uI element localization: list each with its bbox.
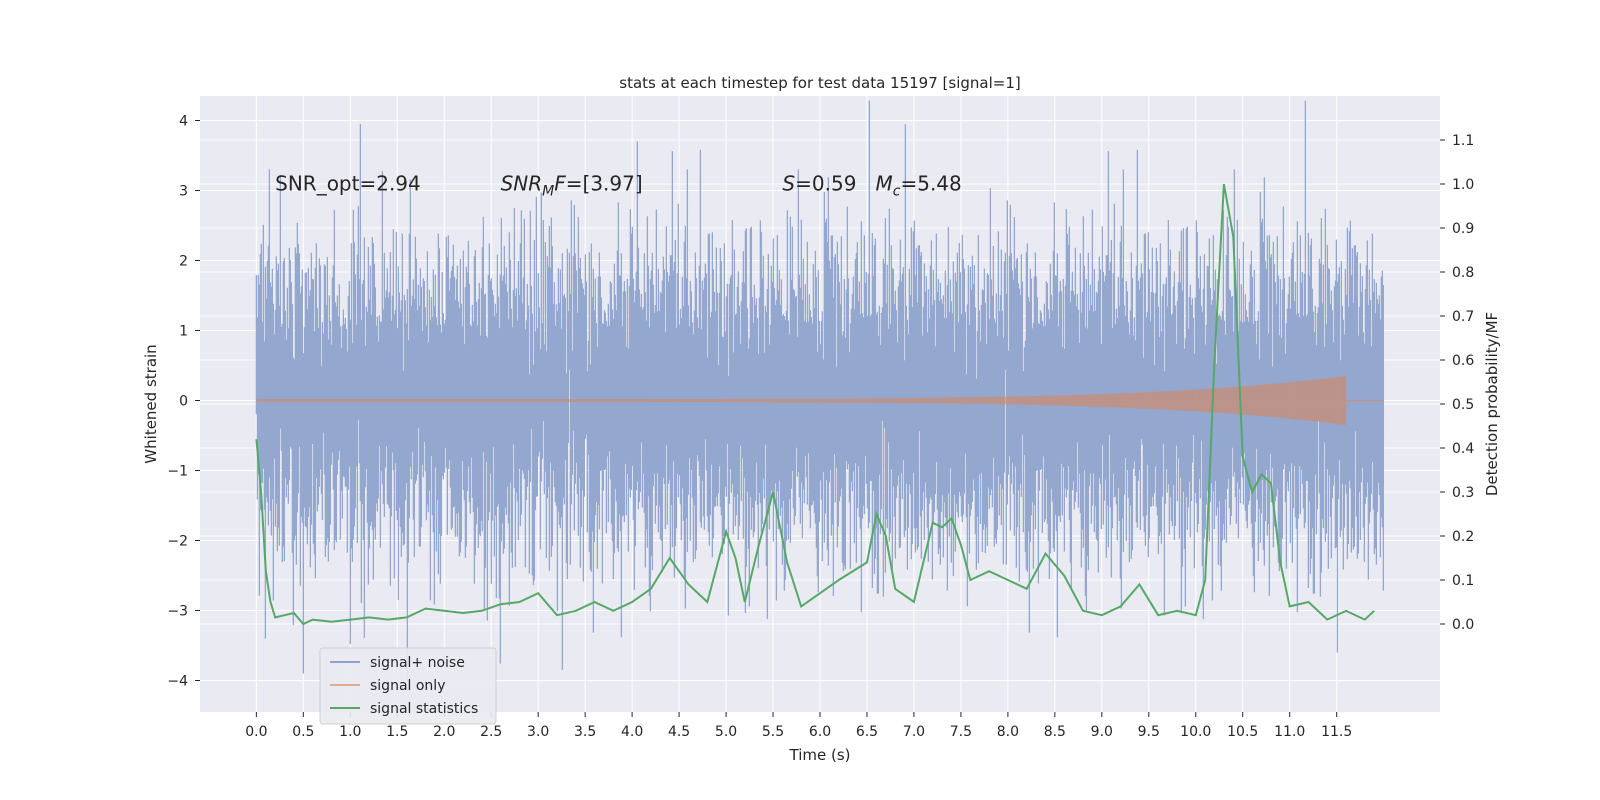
y-tick-label: −3 [167, 604, 188, 620]
x-tick-label: 6.5 [856, 724, 878, 740]
x-tick-label: 4.5 [668, 724, 690, 740]
y2-tick-label: 1.0 [1452, 177, 1474, 193]
legend-label-signal: signal only [370, 678, 445, 694]
annotation-snr-mf: SNRMF=[3.97] [501, 172, 643, 200]
y-tick-label: 0 [179, 394, 188, 410]
y-tick-label: −4 [167, 674, 188, 690]
y-tick-label: −1 [167, 464, 188, 480]
annotation-s-mc: S=0.59 Mc=5.48 [782, 172, 961, 200]
x-tick-label: 11.5 [1321, 724, 1352, 740]
y2-axis-ticks: 0.0 0.1 0.2 0.3 0.4 0.5 0.6 0.7 0.8 0.9 1.0 1.1 [1440, 133, 1474, 633]
x-tick-label: 1.0 [339, 724, 361, 740]
y2-tick-label: 0.8 [1452, 265, 1474, 281]
x-tick-label: 0.5 [292, 724, 314, 740]
y-tick-label: −2 [167, 534, 188, 550]
x-tick-label: 2.5 [480, 724, 502, 740]
legend-label-noise: signal+ noise [370, 655, 465, 671]
legend-label-statistic: signal statistics [370, 701, 478, 717]
y2-tick-label: 0.2 [1452, 529, 1474, 545]
y2-tick-label: 0.6 [1452, 353, 1474, 369]
y-tick-label: 1 [179, 324, 188, 340]
legend-box [319, 647, 497, 725]
y2-axis-label: Detection probability/MF [1483, 312, 1501, 496]
series-signal-only [256, 376, 1347, 425]
x-tick-label: 0.0 [245, 724, 267, 740]
x-tick-label: 7.0 [903, 724, 925, 740]
chart-title: stats at each timestep for test data 151… [619, 74, 1020, 92]
annotations: SNR_opt=2.94 SNRMF=[3.97] S=0.59 Mc=5.48 [275, 172, 962, 200]
x-tick-label: 8.0 [997, 724, 1019, 740]
x-tick-label: 10.0 [1180, 724, 1211, 740]
x-tick-label: 1.5 [386, 724, 408, 740]
y2-tick-label: 0.3 [1452, 485, 1474, 501]
x-tick-label: 10.5 [1227, 724, 1258, 740]
y2-tick-label: 0.5 [1452, 397, 1474, 413]
x-tick-label: 6.0 [809, 724, 831, 740]
x-axis-ticks: 0.0 0.5 1.0 1.5 2.0 2.5 3.0 3.5 4.0 4.5 5.0 5.5 6.0 6… [245, 712, 1352, 740]
x-tick-label: 4.0 [621, 724, 643, 740]
y-tick-label: 2 [179, 254, 188, 270]
series-layer [255, 100, 1385, 682]
x-tick-label: 7.5 [950, 724, 972, 740]
x-tick-label: 3.0 [527, 724, 549, 740]
x-tick-label: 9.5 [1138, 724, 1160, 740]
y2-tick-label: 1.1 [1452, 133, 1474, 149]
x-tick-label: 8.5 [1044, 724, 1066, 740]
y-axis-ticks: −4 −3 −2 −1 0 1 2 3 4 [167, 114, 200, 690]
legend: signal+ noise signal only signal statist… [319, 647, 497, 725]
x-axis-label: Time (s) [789, 746, 851, 764]
x-tick-label: 5.0 [715, 724, 737, 740]
x-tick-label: 9.0 [1091, 724, 1113, 740]
x-tick-label: 5.5 [762, 724, 784, 740]
y2-tick-label: 0.9 [1452, 221, 1474, 237]
series-signal-statistics [255, 183, 1375, 626]
y2-tick-label: 0.1 [1452, 573, 1474, 589]
annotation-snr-opt: SNR_opt=2.94 [275, 172, 421, 196]
x-tick-label: 2.0 [433, 724, 455, 740]
y-tick-label: 3 [179, 184, 188, 200]
y-axis-label: Whitened strain [142, 344, 160, 463]
y2-tick-label: 0.7 [1452, 309, 1474, 325]
y-tick-label: 4 [179, 114, 188, 130]
x-tick-label: 11.0 [1274, 724, 1305, 740]
x-tick-label: 3.5 [574, 724, 596, 740]
y2-tick-label: 0.0 [1452, 617, 1474, 633]
y2-tick-label: 0.4 [1452, 441, 1474, 457]
